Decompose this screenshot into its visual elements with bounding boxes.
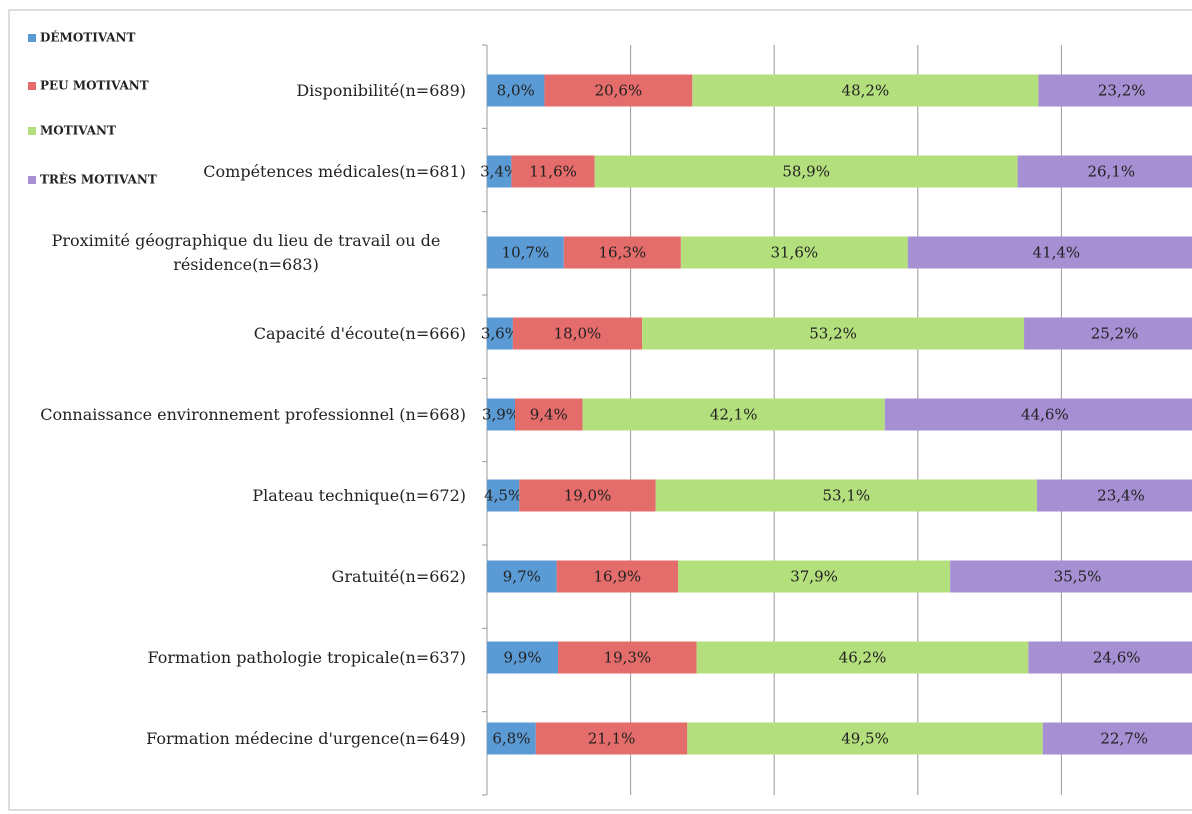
legend-swatch [28, 82, 36, 90]
data-label: 8,0% [497, 82, 535, 100]
bar-segment [519, 479, 656, 512]
data-label: 53,1% [823, 487, 871, 505]
bar-segment [907, 236, 1192, 269]
data-label: 23,4% [1097, 487, 1145, 505]
data-label: 18,0% [554, 325, 602, 343]
data-label: 9,7% [503, 568, 541, 586]
bar-segment [1028, 641, 1192, 674]
y-tick-label: Gratuité(n=662) [331, 566, 466, 586]
data-label: 9,9% [503, 649, 541, 667]
data-label: 19,0% [564, 487, 612, 505]
bar-segment [558, 641, 697, 674]
data-label: 22,7% [1100, 730, 1148, 748]
y-tick-label: Proximité géographique du lieu de travai… [51, 230, 441, 274]
data-label: 26,1% [1087, 163, 1135, 181]
data-label: 42,1% [710, 406, 758, 424]
bar-segment [692, 74, 1039, 107]
bar-segment [515, 398, 583, 431]
bar-segment [680, 236, 908, 269]
data-label: 58,9% [782, 163, 830, 181]
y-tick-label: Disponibilité(n=689) [296, 80, 466, 100]
chart-border [8, 9, 1192, 811]
legend-swatch [28, 34, 36, 42]
data-label: 3,6% [481, 325, 519, 343]
data-label: 49,5% [841, 730, 889, 748]
y-tick-label: Capacité d'écoute(n=666) [253, 323, 466, 343]
y-tick-label: Plateau technique(n=672) [252, 485, 466, 505]
data-label: 35,5% [1054, 568, 1102, 586]
bar-segment [487, 398, 516, 431]
bar-segment [1036, 479, 1192, 512]
bar-segment [487, 560, 557, 593]
bar-segment [487, 722, 536, 755]
bar-segment [535, 722, 688, 755]
data-label: 11,6% [529, 163, 577, 181]
bar-segment [1042, 722, 1192, 755]
bar-segment [687, 722, 1043, 755]
bar-segment [487, 641, 559, 674]
bar-segment [677, 560, 951, 593]
bar-segment [556, 560, 678, 593]
data-label: 23,2% [1098, 82, 1146, 100]
data-label: 10,7% [502, 244, 550, 262]
data-label: 53,2% [809, 325, 857, 343]
bar-segment [884, 398, 1192, 431]
bar-segment [582, 398, 885, 431]
data-label: 48,2% [842, 82, 890, 100]
bar-segment [1038, 74, 1192, 107]
bar-segment [1024, 317, 1192, 350]
bar-segment [594, 155, 1018, 188]
bar-segment [487, 74, 545, 107]
data-label: 24,6% [1093, 649, 1141, 667]
bar-segment [487, 479, 520, 512]
data-label: 16,3% [599, 244, 647, 262]
data-label: 44,6% [1021, 406, 1069, 424]
data-label: 6,8% [492, 730, 530, 748]
data-label: 31,6% [770, 244, 818, 262]
data-label: 4,5% [484, 487, 522, 505]
bar-segment [544, 74, 693, 107]
data-label: 3,9% [482, 406, 520, 424]
bar-segment [487, 155, 512, 188]
data-label: 25,2% [1091, 325, 1139, 343]
data-label: 16,9% [593, 568, 641, 586]
y-tick-label: Compétences médicales(n=681) [203, 161, 466, 181]
data-label: 37,9% [790, 568, 838, 586]
bar-segment [655, 479, 1037, 512]
data-label: 19,3% [604, 649, 652, 667]
bar-segment [642, 317, 1025, 350]
y-tick-label: Formation médecine d'urgence(n=649) [146, 728, 466, 748]
data-label: 41,4% [1033, 244, 1081, 262]
legend-label: PEU MOTIVANT [40, 79, 149, 93]
y-tick-label: Formation pathologie tropicale(n=637) [147, 647, 467, 667]
bar-segment [950, 560, 1192, 593]
data-label: 20,6% [595, 82, 643, 100]
bar-segment [696, 641, 1029, 674]
data-label: 3,4% [480, 163, 518, 181]
bar-segment [487, 236, 564, 269]
bar-segment [512, 317, 643, 350]
data-label: 46,2% [839, 649, 887, 667]
bar-segment [1017, 155, 1192, 188]
bar-segment [511, 155, 595, 188]
y-tick-label: Connaissance environnement professionnel… [40, 404, 466, 424]
legend-label: TRÈS MOTIVANT [40, 172, 157, 187]
legend-swatch [28, 127, 36, 135]
data-label: 9,4% [530, 406, 568, 424]
legend-label: DÉMOTIVANT [40, 30, 135, 45]
data-label: 21,1% [588, 730, 636, 748]
bar-segment [563, 236, 681, 269]
legend-swatch [28, 176, 36, 184]
legend-label: MOTIVANT [40, 124, 116, 138]
bar-segment [487, 317, 513, 350]
